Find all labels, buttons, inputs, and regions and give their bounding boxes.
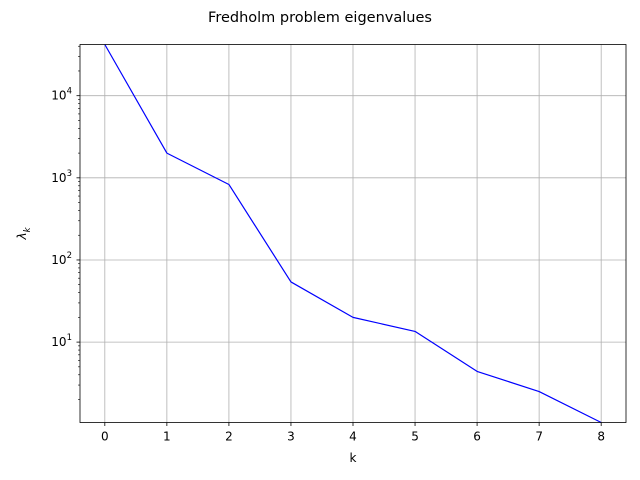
y-tick-label: 104 xyxy=(51,87,72,103)
y-tick-label-exponent: 3 xyxy=(67,169,72,179)
x-tick-label: 0 xyxy=(101,430,109,444)
y-tick-label: 102 xyxy=(51,251,72,267)
y-axis-label-subscript: k xyxy=(23,226,33,232)
x-tick-label: 8 xyxy=(597,430,605,444)
y-tick-label-base: 10 xyxy=(51,171,66,185)
y-tick-label-base: 10 xyxy=(51,335,66,349)
x-tick-label: 4 xyxy=(349,430,357,444)
y-tick-label: 101 xyxy=(51,333,72,349)
x-tick-label: 6 xyxy=(473,430,481,444)
series-layer xyxy=(104,44,602,424)
x-axis-label: k xyxy=(350,451,357,465)
major-ticks xyxy=(76,95,602,426)
y-tick-label-exponent: 4 xyxy=(67,87,72,97)
x-tick-label: 5 xyxy=(411,430,419,444)
series-line xyxy=(104,44,602,424)
y-axis-label: λk xyxy=(15,226,33,240)
y-tick-label-exponent: 2 xyxy=(67,251,72,261)
chart-title: Fredholm problem eigenvalues xyxy=(208,10,432,26)
y-tick-label: 103 xyxy=(51,169,72,185)
x-tick-label: 1 xyxy=(163,430,171,444)
plot-frame xyxy=(79,44,627,423)
grid xyxy=(80,44,626,423)
x-tick-label: 2 xyxy=(225,430,233,444)
y-axis-label-symbol: λ xyxy=(15,232,29,240)
x-tick-label: 3 xyxy=(287,430,295,444)
x-tick-label: 7 xyxy=(535,430,543,444)
y-tick-label-base: 10 xyxy=(51,89,66,103)
y-tick-label-base: 10 xyxy=(51,253,66,267)
y-tick-label-exponent: 1 xyxy=(67,333,72,343)
